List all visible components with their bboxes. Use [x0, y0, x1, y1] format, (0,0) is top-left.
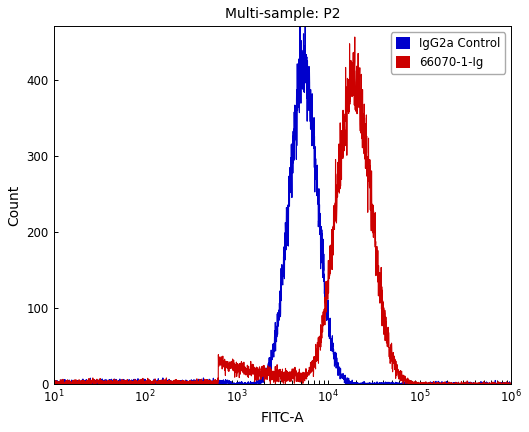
Y-axis label: Count: Count	[7, 184, 21, 226]
Legend: IgG2a Control, 66070-1-Ig: IgG2a Control, 66070-1-Ig	[391, 32, 505, 73]
X-axis label: FITC-A: FITC-A	[261, 411, 304, 425]
Title: Multi-sample: P2: Multi-sample: P2	[225, 7, 340, 21]
